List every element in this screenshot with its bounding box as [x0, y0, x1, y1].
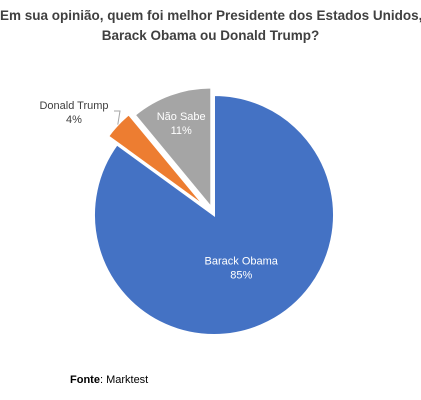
pie-slice-nao-sabe — [133, 86, 213, 211]
chart-title: Em sua opinião, quem foi melhor Presiden… — [0, 6, 421, 46]
label-donald-trump-name: Donald Trump — [39, 100, 108, 112]
source-label: Fonte — [70, 374, 100, 386]
source-note: Fonte: Marktest — [70, 374, 148, 386]
pie-slice-barack-obama — [93, 93, 335, 336]
label-barack-obama-value: 85% — [230, 269, 252, 281]
label-nao-sabe-value: 11% — [171, 125, 192, 137]
leader-line-donald-trump — [114, 110, 121, 125]
pie-slices — [93, 86, 335, 336]
pie-labels: Barack Obama 85% Donald Trump 4% Não Sabe 11% — [39, 100, 278, 281]
source-value: : Marktest — [99, 374, 149, 386]
label-barack-obama-name: Barack Obama — [205, 255, 279, 267]
label-donald-trump-value: 4% — [66, 114, 82, 126]
chart-title-line-1: Em sua opinião, quem foi melhor Presiden… — [0, 8, 421, 23]
label-nao-sabe-name: Não Sabe — [157, 111, 206, 123]
chart-title-line-2: Barack Obama ou Donald Trump? — [101, 28, 320, 43]
